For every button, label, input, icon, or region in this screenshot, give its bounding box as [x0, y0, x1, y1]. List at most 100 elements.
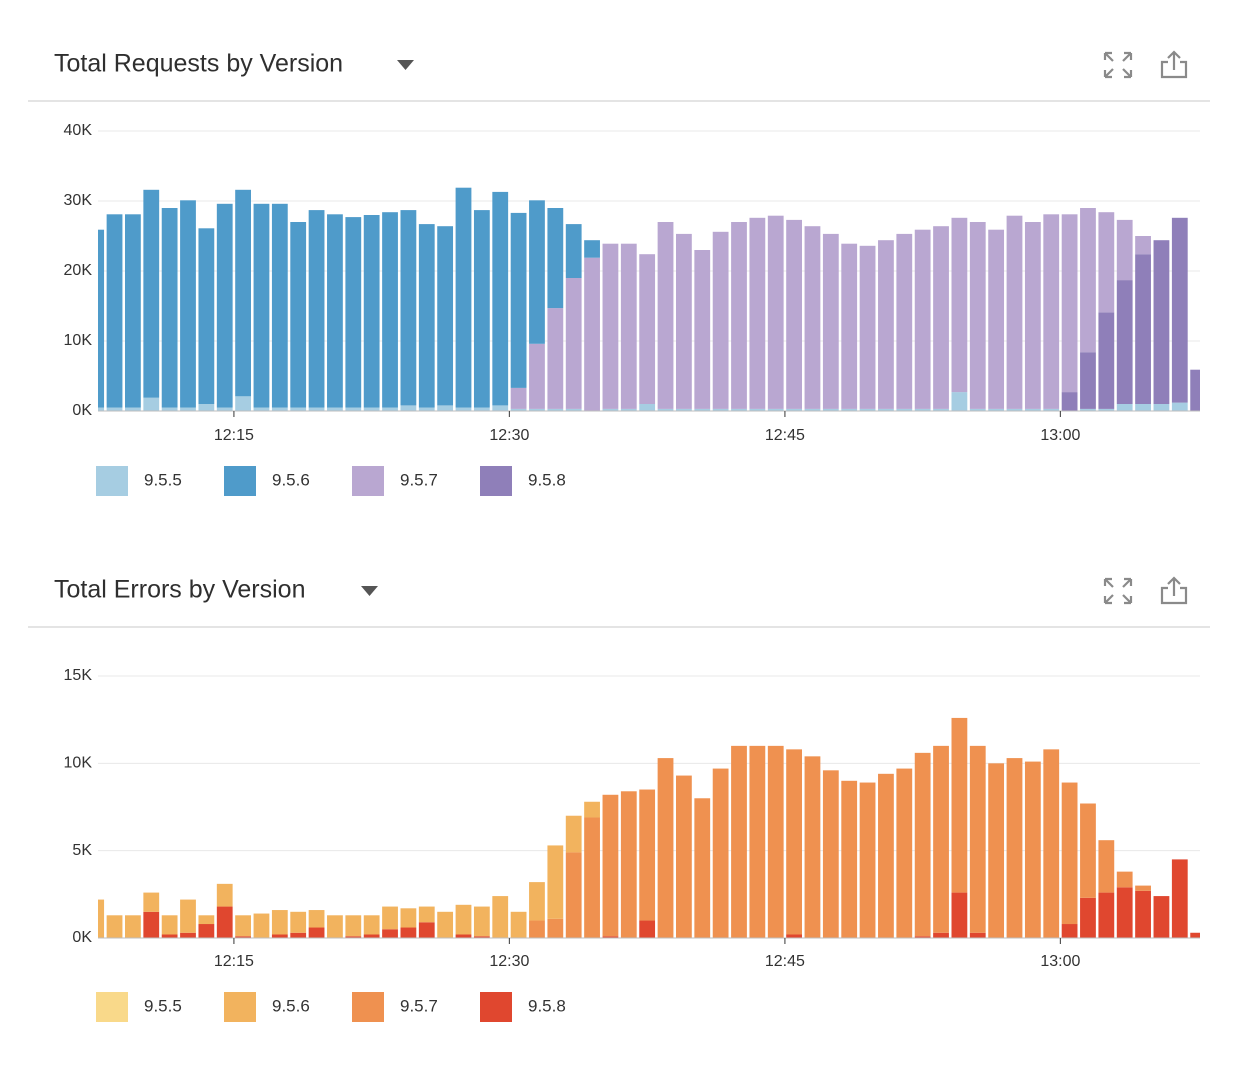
bar-segment: [1171, 402, 1188, 411]
bar-segment: [1006, 215, 1023, 409]
bar-segment: [1098, 212, 1115, 313]
bar-segment: [951, 392, 968, 411]
bar-segment: [1080, 208, 1096, 353]
bar-segment: [455, 407, 472, 411]
y-tick-label: 10K: [64, 755, 93, 772]
bar-segment: [1098, 408, 1115, 411]
bar-segment: [1116, 871, 1133, 888]
bar-segment: [1080, 408, 1096, 411]
bar-segment: [712, 231, 729, 409]
y-tick-label: 10K: [64, 332, 93, 349]
bar-segment: [1190, 932, 1200, 938]
bar-segment: [749, 217, 766, 409]
bar-segment: [933, 745, 949, 933]
bar-segment: [547, 208, 564, 309]
bar-segment: [363, 407, 380, 411]
bar-segment: [143, 892, 160, 912]
bar-segment: [859, 782, 876, 938]
bar-segment: [969, 222, 986, 409]
bar-segment: [529, 920, 545, 938]
share-button[interactable]: [1160, 576, 1188, 605]
x-tick-label: 13:00: [1040, 427, 1080, 444]
bar-segment: [584, 257, 600, 411]
dropdown-toggle[interactable]: [361, 586, 378, 596]
bar-segment: [1135, 885, 1151, 891]
bar-segment: [98, 407, 105, 411]
bar-segment: [565, 224, 582, 278]
bar-segment: [1171, 217, 1188, 403]
bar-segment: [1116, 404, 1133, 411]
bar-segment: [639, 404, 656, 411]
expand-button[interactable]: [1103, 51, 1133, 79]
y-tick-label: 30K: [64, 192, 93, 209]
bar-segment: [988, 763, 1005, 938]
bar-segment: [216, 906, 233, 938]
bar-segment: [253, 407, 270, 411]
legend-label: 9.5.5: [144, 470, 182, 489]
bar-segment: [712, 768, 729, 938]
bar-segment: [1024, 408, 1041, 411]
bar-segment: [1061, 214, 1078, 393]
panel-title: Total Requests by Version: [54, 50, 343, 78]
bar-segment: [473, 407, 490, 411]
bar-segment: [1043, 749, 1060, 938]
bar-segment: [547, 308, 564, 409]
y-tick-label: 40K: [64, 122, 93, 139]
bar-segment: [896, 768, 913, 938]
bar-segment: [565, 852, 582, 938]
bar-segment: [584, 240, 600, 258]
bar-segment: [1116, 887, 1133, 938]
bar-segment: [271, 910, 288, 935]
bar-segment: [1135, 404, 1151, 411]
bar-segment: [841, 243, 858, 409]
legend-label: 9.5.5: [144, 996, 182, 1015]
x-tick-label: 12:45: [765, 427, 805, 444]
legend-swatch: [352, 992, 384, 1022]
bar-segment: [767, 745, 784, 938]
bar-segment: [1153, 896, 1170, 938]
legend-swatch: [480, 466, 512, 496]
share-button[interactable]: [1160, 50, 1188, 79]
bar-segment: [822, 233, 839, 409]
bar-segment: [749, 408, 766, 411]
bar-segment: [1061, 924, 1078, 938]
bar-segment: [675, 775, 692, 938]
bar-segment: [124, 915, 141, 938]
bar-segment: [510, 212, 527, 388]
bar-segment: [98, 229, 105, 408]
bar-segment: [400, 908, 417, 928]
x-tick-label: 12:45: [765, 953, 805, 970]
bar-segment: [786, 219, 802, 409]
bar-segment: [473, 936, 490, 938]
bar-segment: [620, 408, 637, 411]
bar-segment: [712, 408, 729, 411]
bar-segment: [547, 845, 564, 919]
bar-segment: [565, 815, 582, 853]
bar-segment: [290, 932, 307, 938]
bar-segment: [143, 397, 160, 411]
bar-segment: [345, 936, 362, 938]
bar-segment: [1116, 280, 1133, 404]
plot-area: [98, 187, 1200, 411]
dropdown-toggle[interactable]: [397, 60, 414, 70]
bar-segment: [1098, 840, 1115, 893]
bar-segment: [143, 911, 160, 938]
bar-segment: [969, 408, 986, 411]
bar-segment: [933, 408, 949, 411]
expand-button[interactable]: [1103, 577, 1133, 605]
bar-segment: [822, 408, 839, 411]
bar-segment: [473, 210, 490, 408]
bar-segment: [1024, 222, 1041, 409]
plot-area: [98, 717, 1200, 938]
bar-segment: [878, 408, 894, 411]
bar-segment: [106, 407, 123, 411]
bar-segment: [896, 408, 913, 411]
bar-segment: [382, 212, 398, 408]
bar-segment: [235, 189, 251, 397]
legend-swatch: [224, 466, 256, 496]
y-tick-label: 0K: [72, 402, 92, 419]
bar-segment: [271, 407, 288, 411]
bar-segment: [290, 911, 307, 933]
bar-segment: [106, 915, 123, 938]
bar-segment: [455, 187, 472, 408]
